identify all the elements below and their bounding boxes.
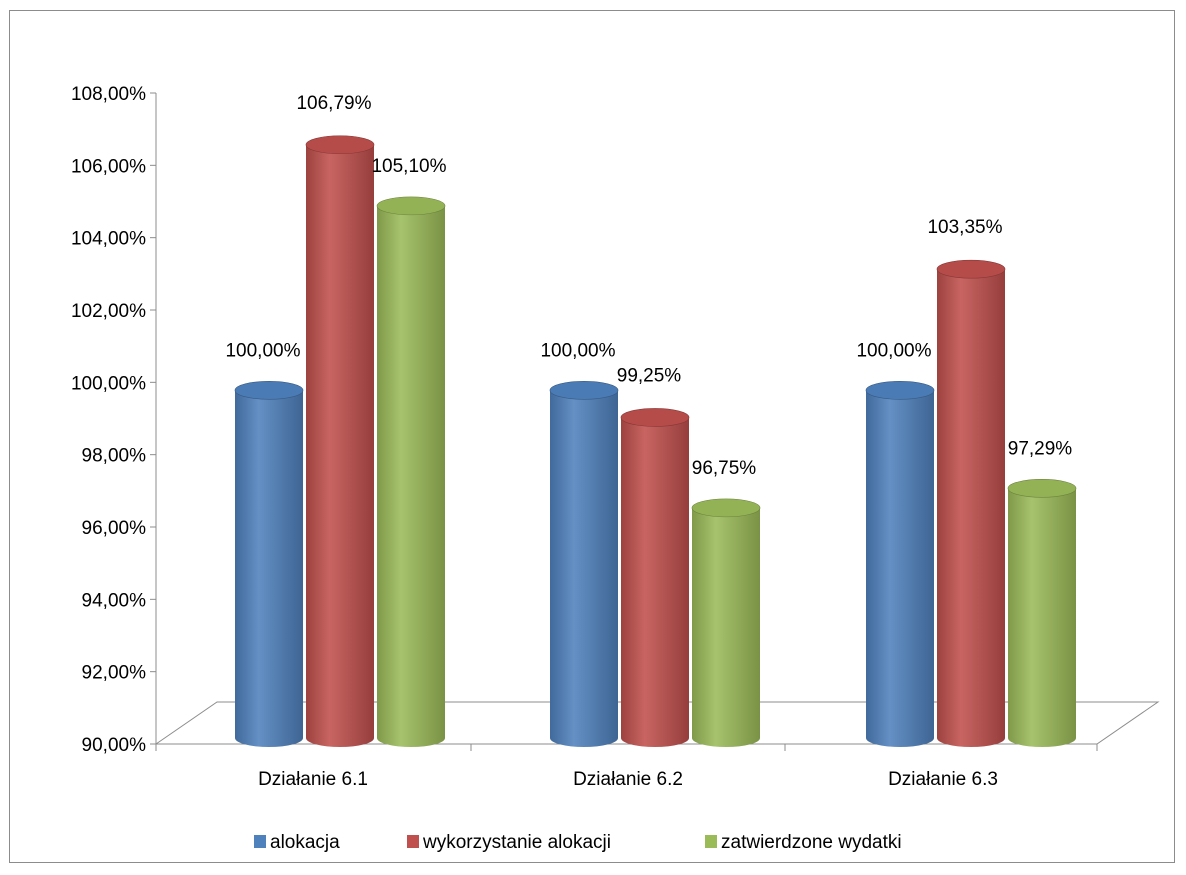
bar-alokacja-2 — [549, 381, 619, 747]
y-tick-label: 98,00% — [82, 446, 147, 467]
y-tick-label: 102,00% — [71, 301, 146, 322]
data-label: 103,35% — [927, 217, 1002, 238]
y-tick-label: 106,00% — [71, 156, 146, 177]
data-label: 100,00% — [856, 340, 931, 361]
x-category-label: Działanie 6.2 — [573, 769, 683, 790]
data-label: 106,79% — [296, 93, 371, 114]
bar-top — [234, 381, 304, 400]
bar-body — [306, 144, 374, 748]
plot-area — [234, 135, 1077, 748]
x-category-label: Działanie 6.1 — [258, 769, 368, 790]
y-tick-label: 104,00% — [71, 229, 146, 250]
bar-zatwierdzone-wydatki-2 — [691, 498, 761, 747]
legend-item: zatwierdzone wydatki — [705, 832, 902, 853]
bar-body — [1008, 488, 1076, 747]
x-axis-categories: Działanie 6.1 Działanie 6.2 Działanie 6.3 — [258, 769, 998, 790]
bar-body — [235, 390, 303, 747]
y-tick-label: 100,00% — [71, 373, 146, 394]
legend-label: alokacja — [270, 832, 340, 853]
data-label: 97,29% — [1008, 438, 1073, 459]
bar-top — [936, 259, 1006, 279]
legend-label: zatwierdzone wydatki — [721, 832, 902, 853]
bar-body — [866, 390, 934, 747]
bar-top — [691, 498, 761, 518]
bar-top — [1007, 479, 1077, 498]
bar-alokacja-1 — [234, 381, 304, 747]
x-category-label: Działanie 6.3 — [888, 769, 998, 790]
data-label: 100,00% — [225, 340, 300, 361]
data-label: 105,10% — [371, 156, 446, 177]
bar-top — [620, 408, 690, 427]
data-label: 96,75% — [692, 458, 757, 479]
bar-body — [937, 269, 1005, 747]
y-tick-label: 96,00% — [82, 518, 147, 539]
bar-wykorzystanie-alokacji-3 — [936, 259, 1006, 747]
legend-item: wykorzystanie alokacji — [407, 832, 611, 853]
legend-swatch — [254, 835, 266, 848]
bar-body — [377, 205, 445, 748]
bar-body — [621, 417, 689, 747]
data-labels: 100,00%106,79%105,10%100,00%99,25%96,75%… — [225, 93, 1072, 479]
bar-wykorzystanie-alokacji-1 — [305, 135, 375, 748]
bar-top — [305, 135, 375, 155]
data-label: 99,25% — [617, 365, 682, 386]
bar-top — [376, 196, 446, 216]
data-label: 100,00% — [540, 340, 615, 361]
bar-zatwierdzone-wydatki-3 — [1007, 479, 1077, 747]
legend: alokacja wykorzystanie alokacji zatwierdzo… — [254, 832, 902, 853]
legend-swatch — [705, 835, 717, 848]
y-tick-label: 92,00% — [82, 663, 147, 684]
y-tick-label: 108,00% — [71, 84, 146, 105]
y-tick-label: 90,00% — [82, 735, 147, 756]
legend-swatch — [407, 835, 419, 848]
bar-body — [692, 507, 760, 747]
legend-label: wykorzystanie alokacji — [422, 832, 611, 853]
legend-item: alokacja — [254, 832, 340, 853]
bar-top — [549, 381, 619, 400]
y-axis: 90,00% 92,00% 94,00% 96,00% 98,00% 100,00% 102… — [71, 84, 1098, 756]
bar-body — [550, 390, 618, 747]
bar-wykorzystanie-alokacji-2 — [620, 408, 690, 747]
bar-zatwierdzone-wydatki-1 — [376, 196, 446, 748]
y-tick-label: 94,00% — [82, 590, 147, 611]
bar-alokacja-3 — [865, 381, 935, 747]
bar-top — [865, 381, 935, 400]
